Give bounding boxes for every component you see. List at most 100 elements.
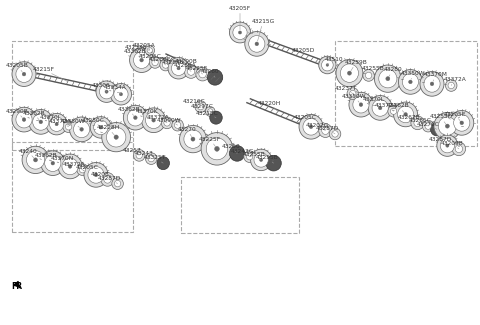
Ellipse shape — [68, 164, 72, 168]
Ellipse shape — [136, 152, 143, 159]
Text: 43220H: 43220H — [258, 101, 281, 111]
Ellipse shape — [408, 80, 412, 84]
Bar — [12, 41, 133, 150]
Bar — [335, 41, 477, 146]
Ellipse shape — [94, 120, 108, 135]
Ellipse shape — [438, 117, 456, 135]
Ellipse shape — [319, 124, 332, 137]
Text: 43215G: 43215G — [252, 19, 275, 41]
Ellipse shape — [184, 130, 202, 148]
Text: 43362B: 43362B — [34, 153, 57, 161]
Text: 43350W: 43350W — [400, 71, 425, 79]
Ellipse shape — [430, 82, 434, 86]
Ellipse shape — [246, 153, 253, 160]
Ellipse shape — [386, 77, 390, 81]
Ellipse shape — [12, 62, 36, 86]
Text: 43510: 43510 — [324, 57, 343, 65]
Ellipse shape — [249, 35, 265, 52]
Ellipse shape — [51, 161, 55, 165]
Ellipse shape — [33, 113, 49, 130]
Text: 43260: 43260 — [201, 69, 219, 77]
Ellipse shape — [422, 120, 434, 132]
Text: 43350W: 43350W — [342, 94, 367, 102]
Ellipse shape — [62, 158, 78, 175]
Ellipse shape — [180, 125, 206, 153]
Ellipse shape — [133, 116, 137, 120]
Ellipse shape — [161, 117, 173, 129]
Ellipse shape — [199, 70, 206, 78]
Ellipse shape — [348, 71, 351, 75]
Text: 43370L: 43370L — [362, 97, 384, 106]
Ellipse shape — [388, 105, 399, 117]
Text: 43287D: 43287D — [98, 176, 121, 184]
Ellipse shape — [452, 142, 466, 156]
Text: 43362B: 43362B — [117, 107, 140, 115]
Ellipse shape — [104, 176, 111, 183]
Text: 43255B: 43255B — [362, 66, 385, 73]
Ellipse shape — [368, 96, 392, 120]
Text: 43334A: 43334A — [104, 85, 127, 94]
Text: 43228H: 43228H — [96, 125, 120, 135]
Ellipse shape — [340, 64, 359, 82]
Ellipse shape — [152, 59, 158, 66]
Ellipse shape — [322, 127, 329, 135]
Text: 43306: 43306 — [92, 83, 110, 92]
Ellipse shape — [208, 109, 213, 114]
Ellipse shape — [397, 106, 414, 123]
Ellipse shape — [402, 73, 419, 90]
Ellipse shape — [359, 103, 363, 107]
Text: 43370K: 43370K — [135, 109, 158, 118]
Ellipse shape — [326, 64, 329, 66]
Ellipse shape — [99, 126, 102, 129]
Ellipse shape — [172, 119, 183, 131]
Ellipse shape — [110, 84, 132, 105]
Text: FR: FR — [12, 281, 23, 291]
Ellipse shape — [162, 62, 169, 68]
Ellipse shape — [174, 122, 181, 128]
Ellipse shape — [445, 124, 449, 128]
Ellipse shape — [251, 149, 272, 171]
Text: 43205C: 43205C — [293, 115, 316, 124]
Ellipse shape — [145, 112, 162, 129]
Ellipse shape — [39, 120, 43, 124]
Text: 43205E: 43205E — [444, 112, 466, 121]
Ellipse shape — [58, 154, 82, 179]
Ellipse shape — [16, 111, 32, 128]
Ellipse shape — [319, 56, 336, 74]
Ellipse shape — [424, 75, 440, 92]
Ellipse shape — [148, 155, 155, 162]
Ellipse shape — [94, 173, 98, 177]
Ellipse shape — [303, 118, 319, 135]
Ellipse shape — [398, 70, 422, 94]
Text: 43285C: 43285C — [408, 118, 432, 126]
Text: 43284E: 43284E — [162, 60, 184, 68]
Ellipse shape — [184, 65, 198, 78]
Ellipse shape — [239, 31, 241, 34]
Ellipse shape — [437, 135, 458, 156]
Text: 43370J: 43370J — [40, 114, 60, 122]
Text: 43297C: 43297C — [191, 104, 214, 111]
Text: 43225F: 43225F — [186, 66, 208, 74]
Ellipse shape — [49, 117, 64, 131]
Ellipse shape — [440, 138, 455, 153]
Ellipse shape — [394, 102, 418, 127]
Text: 43209B: 43209B — [441, 141, 464, 149]
Ellipse shape — [353, 96, 369, 113]
Ellipse shape — [454, 114, 470, 131]
Text: 43205B: 43205B — [6, 63, 29, 72]
Ellipse shape — [266, 155, 281, 171]
Text: 43257: 43257 — [123, 148, 142, 155]
Ellipse shape — [99, 84, 114, 99]
Ellipse shape — [215, 146, 219, 151]
Ellipse shape — [374, 65, 401, 92]
Ellipse shape — [177, 67, 180, 70]
Ellipse shape — [127, 109, 144, 126]
Ellipse shape — [187, 68, 195, 75]
Text: 43362B: 43362B — [22, 111, 45, 120]
Ellipse shape — [149, 57, 161, 68]
Ellipse shape — [41, 151, 65, 176]
Ellipse shape — [171, 61, 186, 75]
Ellipse shape — [114, 87, 128, 101]
Ellipse shape — [112, 178, 123, 189]
Ellipse shape — [90, 117, 111, 138]
